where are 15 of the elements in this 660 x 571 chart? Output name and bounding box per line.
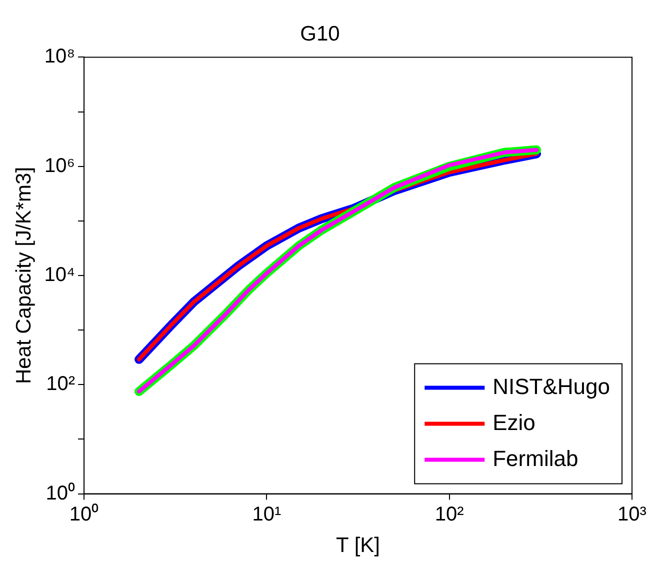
y-tick-label: 10⁸ (44, 46, 76, 68)
x-axis-title: T [K] (336, 534, 380, 558)
y-tick-label: 10⁰ (46, 481, 76, 504)
legend-label: Ezio (492, 410, 536, 435)
chart-title: G10 (300, 22, 340, 46)
x-tick-label: 10¹ (252, 503, 282, 526)
y-tick-label: 10² (46, 373, 76, 396)
y-axis-title: Heat Capacity [J/K*m3] (12, 166, 36, 384)
y-tick-label: 10⁶ (44, 154, 76, 177)
x-tick-label: 10² (434, 503, 464, 526)
legend-label: Fermilab (492, 446, 578, 471)
y-tick-label: 10⁴ (44, 264, 76, 286)
legend-label: NIST&Hugo (492, 374, 610, 399)
x-tick-label: 10³ (618, 503, 647, 526)
x-tick-label: 10⁰ (69, 502, 99, 526)
